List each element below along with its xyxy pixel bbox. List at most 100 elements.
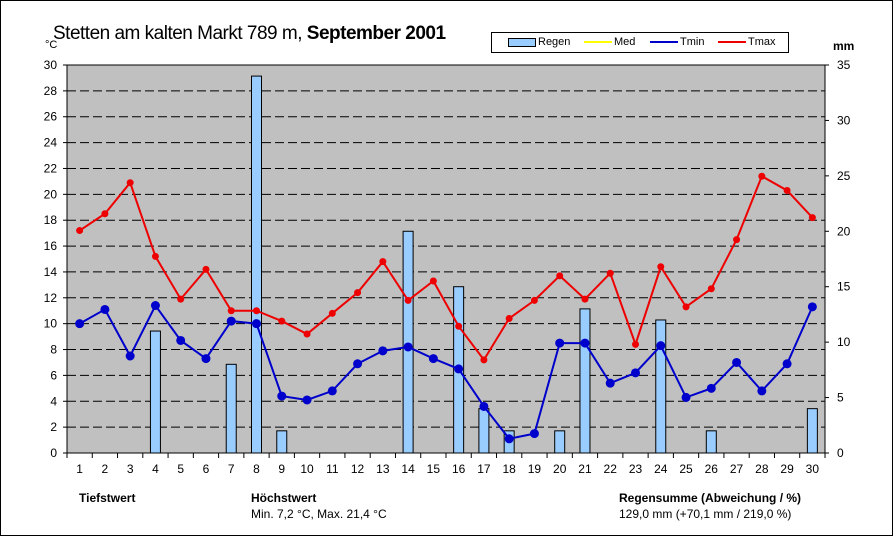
tmin-point-day-26 [706,383,716,393]
legend-med: Med [584,36,635,48]
tmin-point-day-27 [732,357,742,367]
tmax-point-day-30 [808,214,816,222]
legend-label: Med [614,36,636,48]
tmin-point-day-10 [302,395,312,405]
tmin-point-day-29 [782,359,792,369]
rain-bar-day-4 [149,330,161,454]
tmin-point-day-11 [327,386,337,396]
y-tick-label: 24 [44,136,58,150]
y-tick-label: 6 [50,368,57,382]
tmax-point-day-18 [505,314,513,322]
tmin-point-day-18 [504,434,514,444]
tmax-point-day-3 [126,179,134,187]
tmin-line-icon [650,41,678,43]
tmax-point-day-4 [151,252,159,260]
y-tick-label: 2 [50,420,57,434]
tmin-point-day-17 [479,401,489,411]
tmax-point-day-17 [480,356,488,364]
tmin-point-day-9 [277,391,287,401]
tmax-point-day-16 [455,322,463,330]
rain-bar-day-21 [579,308,591,454]
tmin-point-day-30 [807,302,817,312]
x-tick-label: 10 [300,462,314,476]
y-tick-label: 26 [44,110,58,124]
tmin-point-day-22 [605,378,615,388]
rain-label: Regensumme (Abweichung / %) [619,491,802,505]
x-tick-label: 11 [326,462,339,476]
right-axis-unit: mm [833,39,855,53]
tmax-point-day-14 [404,296,412,304]
y-tick-label: 18 [44,213,58,227]
rain-bar-day-9 [276,430,288,454]
tmax-point-day-23 [632,340,639,348]
rain-bar-day-30 [806,408,818,454]
y2-tick-label: 25 [837,169,851,183]
x-tick-label: 26 [705,462,719,476]
y2-tick-label: 10 [837,335,851,349]
tmax-point-day-7 [227,307,235,315]
legend-tmin: Tmin [650,36,704,48]
x-tick-label: 21 [578,462,592,476]
y-tick-label: 28 [44,84,58,98]
tmin-point-day-3 [125,351,135,361]
tmax-point-day-25 [682,303,690,311]
rain-bar-day-7 [225,363,237,454]
tmax-point-day-27 [733,236,741,244]
tmax-point-day-9 [278,317,286,325]
y-tick-label: 12 [44,291,58,305]
x-tick-label: 3 [127,462,134,476]
x-tick-label: 30 [806,462,820,476]
x-tick-label: 13 [376,462,390,476]
rain-bar-day-20 [554,430,566,454]
x-tick-label: 22 [604,462,618,476]
tmax-point-day-22 [606,269,614,277]
med-line-icon [584,41,612,43]
tmin-point-day-1 [75,319,85,329]
rain-bar-day-8 [251,75,262,454]
y2-tick-label: 20 [837,224,851,238]
x-tick-label: 20 [553,462,567,476]
minmax-text: Min. 7,2 °C, Max. 21,4 °C [251,507,387,521]
tmax-point-day-20 [556,272,564,280]
tmin-point-day-14 [403,342,413,352]
tmax-point-day-26 [707,285,715,293]
x-tick-label: 19 [528,462,542,476]
x-tick-label: 25 [679,462,693,476]
tmin-point-day-23 [631,368,640,378]
x-tick-label: 29 [780,462,794,476]
x-tick-label: 7 [228,462,235,476]
legend-label: Tmax [748,36,776,48]
legend-label: Tmin [680,36,705,48]
plot-background [67,65,825,453]
title-text: Stetten am kalten Markt 789 m, [53,23,307,44]
y-tick-label: 20 [44,187,58,201]
tmin-point-day-2 [100,304,110,314]
tmax-line-icon [718,41,746,43]
max-label: Höchstwert [251,491,317,505]
tmax-point-day-29 [783,186,791,194]
x-tick-label: 2 [102,462,109,476]
tmin-point-day-12 [353,359,363,369]
x-tick-label: 28 [755,462,769,476]
x-tick-label: 14 [401,462,415,476]
y-tick-label: 0 [50,446,57,460]
min-label: Tiefstwert [79,491,136,505]
legend: Regen Med Tmin Tmax [491,32,789,53]
tmax-line [79,174,814,362]
legend-label: Regen [538,36,571,48]
tmax-point-day-24 [657,263,665,271]
tmax-point-day-10 [303,330,311,338]
tmin-point-day-5 [176,335,186,345]
tmax-point-day-12 [354,289,362,297]
tmin-point-day-21 [580,338,590,348]
x-tick-label: 9 [278,462,285,476]
x-tick-label: 6 [203,462,210,476]
tmin-point-day-13 [378,346,388,356]
y-tick-label: 8 [50,343,57,357]
tmin-point-day-28 [757,386,767,396]
y-tick-label: 10 [44,317,58,331]
y2-tick-label: 0 [837,446,844,460]
tmin-point-day-20 [555,338,565,348]
x-tick-label: 15 [427,462,441,476]
